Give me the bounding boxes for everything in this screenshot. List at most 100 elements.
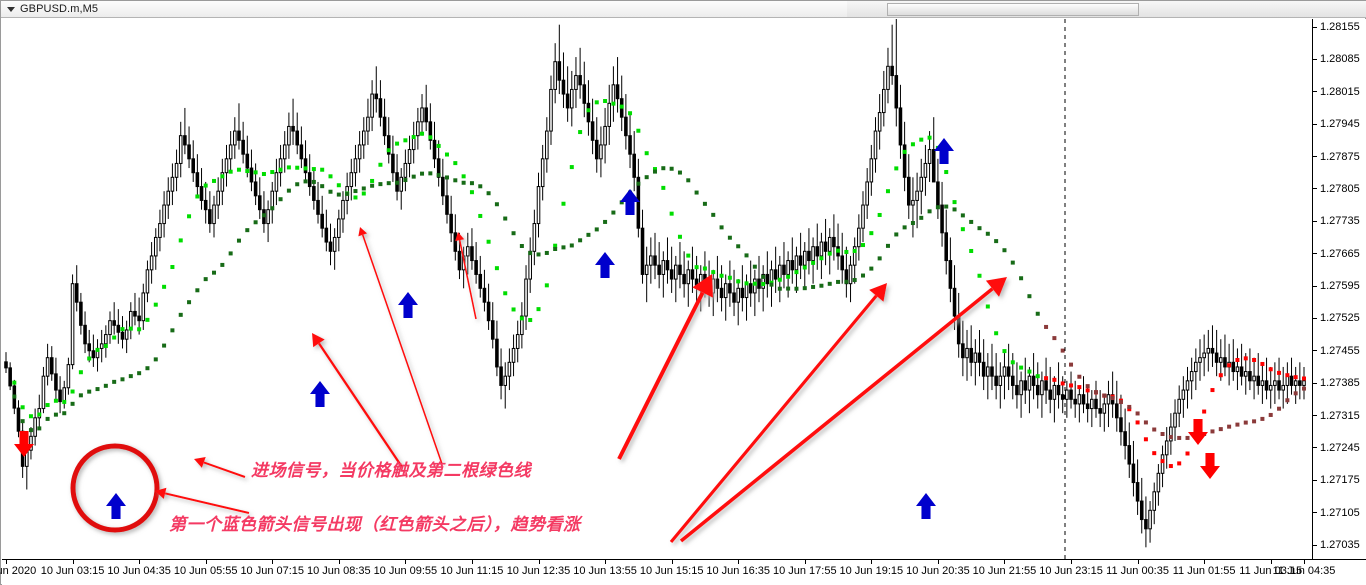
ma-dot (935, 205, 940, 210)
candle-body (420, 107, 424, 123)
candle-body (137, 315, 141, 322)
ma-dot (802, 265, 807, 270)
candle-body (149, 255, 154, 271)
blue-up-arrow-shape (934, 138, 954, 164)
candle-body (353, 158, 358, 174)
ma-dot (245, 228, 250, 233)
ma-dot (162, 284, 167, 289)
time-tick-label: 10 Jun 2020 (0, 565, 37, 577)
ma-dot (270, 170, 275, 175)
candle-body (1115, 403, 1119, 419)
ma-dot (1143, 420, 1148, 425)
candle-body (528, 250, 532, 280)
ma-dot (927, 135, 932, 140)
caret-down-icon[interactable] (7, 6, 15, 12)
candle-body (33, 417, 37, 437)
candle-body (191, 158, 195, 174)
candle-body (732, 292, 736, 303)
time-tick-label: 10 Jun 21:55 (972, 565, 1037, 577)
ma-dot (1069, 362, 1074, 367)
ma-dot (1210, 429, 1215, 434)
ma-dot (869, 266, 874, 271)
ma-dot (178, 238, 183, 243)
ma-dot (1110, 396, 1115, 401)
ma-dot (1293, 375, 1298, 380)
candle-body (1148, 509, 1152, 530)
ma-dot (819, 256, 824, 261)
candle-body (16, 407, 21, 432)
entry-signal-note: 进场信号，当价格触及第二根绿色线 (251, 461, 531, 481)
candle-body (1194, 361, 1198, 373)
time-tick-mark (1204, 560, 1206, 564)
ma-dot (311, 179, 316, 184)
ma-dot (228, 169, 233, 174)
candle-body (499, 366, 503, 386)
ma-dot (303, 179, 308, 184)
candle-body (170, 176, 175, 192)
ma-dot (611, 210, 616, 215)
candle-body (990, 366, 994, 377)
scrollbar-thumb[interactable] (887, 3, 1139, 16)
candle-body (416, 121, 420, 137)
ma-dot (70, 389, 75, 394)
ma-dot (370, 178, 375, 183)
price-chart-canvas[interactable] (2, 19, 1312, 559)
candle-body (174, 162, 179, 178)
ma-dot (1002, 349, 1007, 354)
candle-body (41, 375, 46, 410)
candle-body (524, 278, 528, 317)
ma-dot (894, 232, 899, 237)
candle-body (578, 75, 582, 86)
ma-dot (578, 238, 583, 243)
candle-body (869, 158, 874, 183)
ma-dot (112, 379, 117, 384)
candle-body (986, 366, 990, 377)
candle-body (116, 324, 121, 333)
ma-dot (236, 167, 241, 172)
candle-body (636, 176, 641, 229)
candle-body (740, 287, 745, 299)
candle-body (1185, 380, 1190, 391)
annotation-arrow-head (312, 333, 325, 348)
time-tick-mark (1071, 560, 1073, 564)
candle-body (54, 373, 58, 391)
ma-dot (53, 412, 58, 417)
price-axis[interactable]: 1.28155 1.28085 1.28015 1.27945 1.27875 1.278… (1312, 19, 1366, 559)
annotation-arrow-head (155, 487, 167, 500)
ma-dot (994, 239, 999, 244)
ma-dot (453, 178, 458, 183)
ma-dot (494, 202, 499, 207)
annotation-arrow-shaft (679, 287, 994, 543)
time-tick-label: 10 Jun 11:15 (440, 565, 504, 577)
ma-dot (1277, 406, 1282, 411)
time-tick-mark (1137, 560, 1139, 564)
tick-mark (1313, 447, 1317, 449)
candle-body (141, 292, 146, 322)
ma-dot (70, 401, 75, 406)
ma-dot (28, 428, 33, 433)
candle-body (99, 343, 104, 349)
ma-dot (711, 270, 716, 275)
ma-dot (611, 101, 616, 106)
candle-body (1252, 375, 1256, 382)
candle-body (1123, 431, 1127, 447)
price-tick: 1.27875 (1313, 151, 1360, 163)
time-tick-label: 11 Jun 00:35 (1106, 565, 1169, 577)
price-tick-label: 1.27175 (1320, 474, 1360, 487)
chart-title-bar: GBPUSD.m,M5 (1, 1, 1366, 18)
ma-dot (295, 182, 300, 187)
candle-body (540, 158, 545, 188)
ma-dot (519, 244, 524, 249)
time-tick-label: 11 Jun 01:55 (1172, 565, 1236, 577)
time-tick-label: 10 Jun 17:55 (772, 565, 837, 577)
candle-body (1040, 380, 1044, 396)
blue-up-arrow-shape (620, 189, 640, 215)
candle-body (1231, 361, 1236, 373)
ma-dot (569, 165, 574, 170)
time-tick-label: 10 Jun 03:15 (40, 565, 105, 577)
ma-dot (1027, 369, 1032, 374)
candle-body (320, 213, 324, 229)
candle-body (233, 130, 237, 146)
horizontal-scrollbar[interactable] (847, 1, 1366, 17)
